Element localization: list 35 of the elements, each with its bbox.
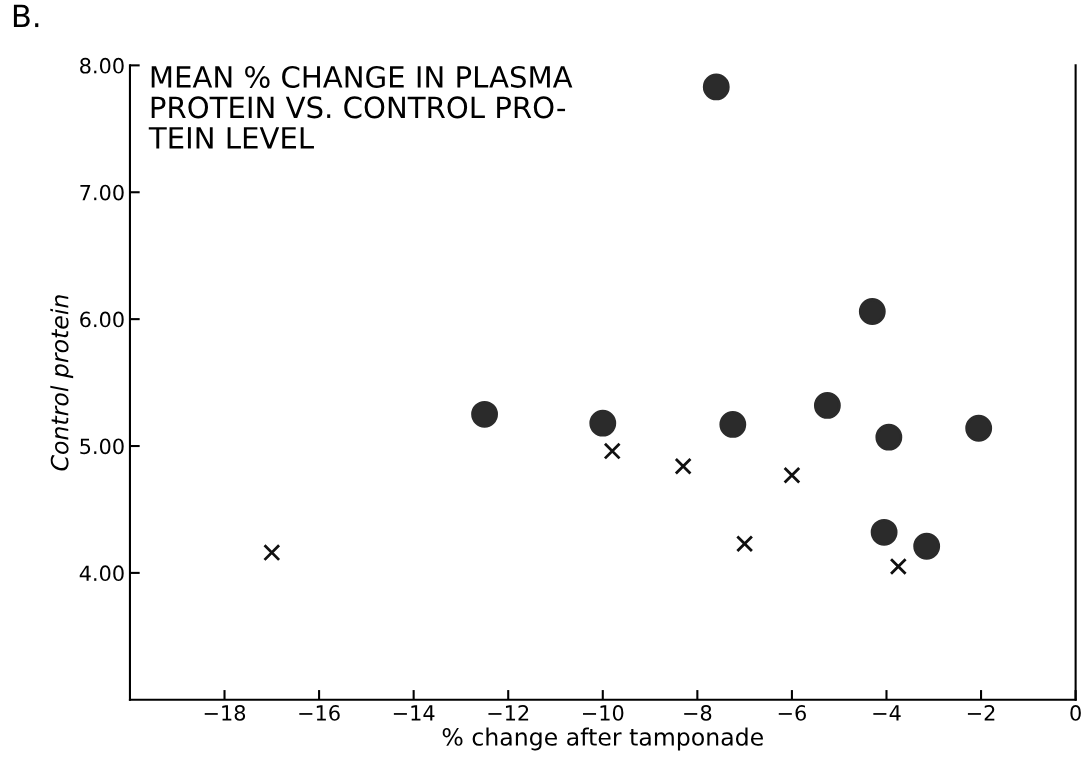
point [674, 457, 692, 475]
x-tick-label: −12 [488, 705, 529, 721]
x-tick-label: −6 [778, 705, 806, 721]
x-tick-label: −2 [967, 705, 995, 721]
x-tick-label: 0 [1070, 705, 1081, 721]
text: MEAN % CHANGE IN PLASMA PROTEIN VS. CONTROL PRO- TEIN LEVEL [148, 65, 573, 149]
point [702, 73, 730, 101]
y-axis-title: Control protein [50, 295, 74, 471]
point [913, 532, 941, 560]
point [263, 543, 281, 562]
x-tick-label: −14 [393, 705, 435, 721]
y-tick-label: 7.00 [80, 184, 124, 201]
x-tick-label: −18 [204, 705, 246, 721]
y-tick-label: 6.00 [80, 311, 124, 328]
point [858, 298, 886, 325]
point [965, 414, 993, 442]
text: B. [13, 4, 39, 28]
x-tick-label: −10 [583, 705, 624, 721]
y-tick-label: 8.00 [80, 57, 124, 74]
x-tick-label: −4 [873, 705, 901, 721]
point [870, 518, 898, 546]
x-tick-label: −8 [684, 705, 712, 721]
point [889, 557, 907, 576]
x-axis-title: % change after tamponade [442, 727, 763, 751]
y-tick-label: 5.00 [80, 438, 124, 455]
point [783, 466, 801, 484]
point [735, 535, 754, 553]
point [813, 392, 841, 419]
point [603, 442, 621, 460]
x-tick-label: −16 [299, 705, 340, 721]
y-tick-label: 4.00 [79, 565, 124, 582]
point [589, 409, 617, 437]
point [875, 423, 903, 451]
point [471, 400, 498, 428]
point [719, 411, 747, 438]
